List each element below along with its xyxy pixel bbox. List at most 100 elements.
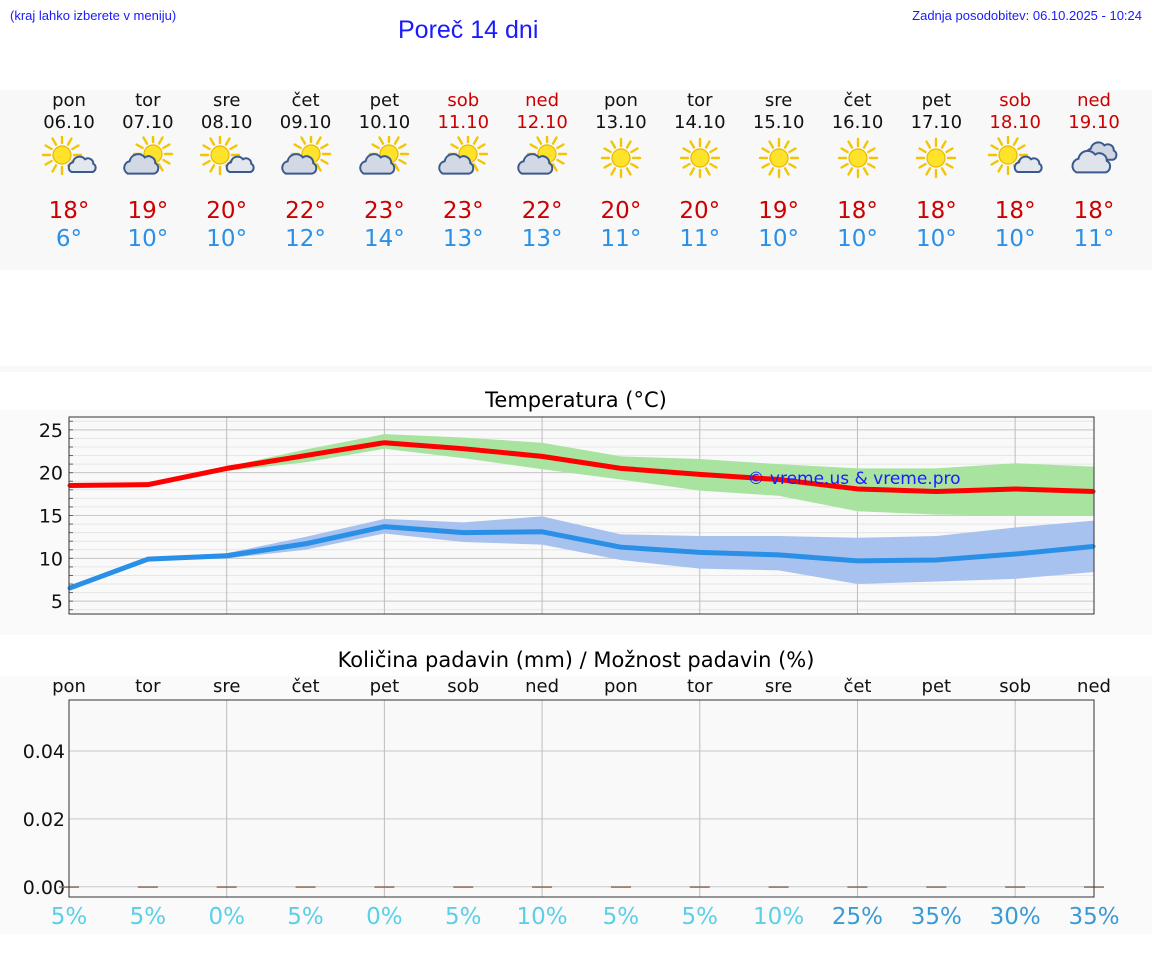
max-temperature-point [777,478,781,482]
precip-day-label: ned [1077,676,1111,697]
precip-probability: 5% [50,904,88,930]
temp-min: 6° [55,226,83,252]
day-date: 14.10 [674,112,726,133]
precip-y-tick-label: 0.02 [23,809,65,831]
day-date: 17.10 [910,112,963,133]
cloud-shape [517,153,554,175]
temp-max: 18° [1073,198,1115,224]
temp-min: 13° [442,226,484,252]
y-tick-label: 20 [39,463,63,485]
precip-probability: 30% [989,904,1041,930]
precip-probability: 5% [681,904,719,930]
temp-max: 22° [521,198,563,224]
min-temperature-point [1013,552,1017,556]
min-temperature-point [934,558,938,562]
day-date: 07.10 [122,112,174,133]
temp-min: 10° [915,226,957,252]
y-tick-label: 5 [51,591,63,613]
temp-max: 18° [994,198,1036,224]
precip-day-label: sob [999,676,1032,697]
max-temperature-point [225,466,229,470]
temp-max: 18° [915,198,957,224]
precip-probability: 10% [753,904,805,930]
day-date: 10.10 [358,112,411,133]
min-temperature-point [540,530,544,534]
sun-shape [916,137,957,179]
cloud-shape [123,153,160,175]
sun-shape [758,137,799,179]
day-date: 19.10 [1068,112,1120,133]
precipitation-plot-area [69,700,1094,897]
min-temperature-point [698,550,702,554]
precipitation-bar [610,886,631,888]
precipitation-bar [374,886,395,888]
precip-day-label: sre [212,676,241,697]
cloud-shape [1071,149,1112,174]
temp-min: 14° [364,226,405,252]
precip-day-label: pon [52,676,86,697]
cloud-sun-icon [517,136,568,175]
max-temperature-line [68,440,1095,495]
day-name: pon [52,90,86,111]
temp-max: 20° [206,198,248,224]
separator-band [0,366,1152,372]
precip-day-label: pet [921,676,952,697]
min-temperature-point [461,531,465,535]
page-title: Poreč 14 dni [398,16,539,44]
cloud-shape [359,153,396,175]
temp-min: 10° [758,226,800,252]
temp-min: 10° [206,226,248,252]
precip-probability: 35% [910,904,962,930]
max-temperature-point [698,472,702,476]
watermark: © vreme.us & vreme.pro [747,469,960,489]
day-name: ned [1077,90,1111,111]
temperature-chart-title: Temperatura (°C) [485,388,667,412]
precipitation-bar [847,886,868,888]
day-name: pet [921,90,952,111]
precip-day-label: tor [687,676,713,697]
sun-shape [837,137,878,179]
precipitation-plot-frame [68,699,1095,898]
min-temperature-point [855,559,859,563]
precip-probability: 0% [208,904,245,930]
day-name: tor [687,90,713,111]
precip-day-label: čet [291,676,320,697]
max-temperature-point [619,466,623,470]
sun-cloud-icon [199,136,255,176]
temp-max: 20° [600,198,642,224]
temp-min: 11° [600,226,642,252]
day-date: 06.10 [43,112,95,133]
day-date: 13.10 [595,112,647,133]
max-temperature-point [1013,487,1017,491]
min-temperature-point [146,557,150,561]
min-range-band [69,516,1094,591]
max-temperature-point [934,490,938,494]
day-name: čet [843,90,872,111]
location-hint: (kraj lahko izberete v meniju) [10,8,177,23]
day-name: sob [447,90,480,111]
temp-max: 23° [364,198,405,224]
day-name: sob [999,90,1032,111]
precip-day-label: tor [135,676,161,697]
min-temperature-point [304,542,308,546]
day-name: sre [212,90,241,111]
cloud-shape [280,153,317,175]
last-updated: Zadnja posodobitev: 06.10.2025 - 10:24 [912,8,1142,23]
sun-icon [600,137,642,179]
precip-probability: 5% [287,904,324,930]
precipitation-bar [216,886,237,888]
clouds-icon [1071,141,1118,174]
precip-probability: 25% [831,904,884,930]
precipitation-bar [1005,886,1026,888]
precipitation-bar [689,886,710,888]
sun-icon [837,137,878,179]
cloud-shape [67,155,97,173]
sun-icon [916,137,957,179]
day-date: 15.10 [752,112,805,133]
temp-min: 11° [1073,226,1115,252]
temp-min: 10° [837,226,878,252]
sun-shape [679,137,720,179]
sun-cloud-icon [987,136,1043,176]
temp-max: 19° [758,198,800,224]
max-temperature-point [304,454,308,458]
